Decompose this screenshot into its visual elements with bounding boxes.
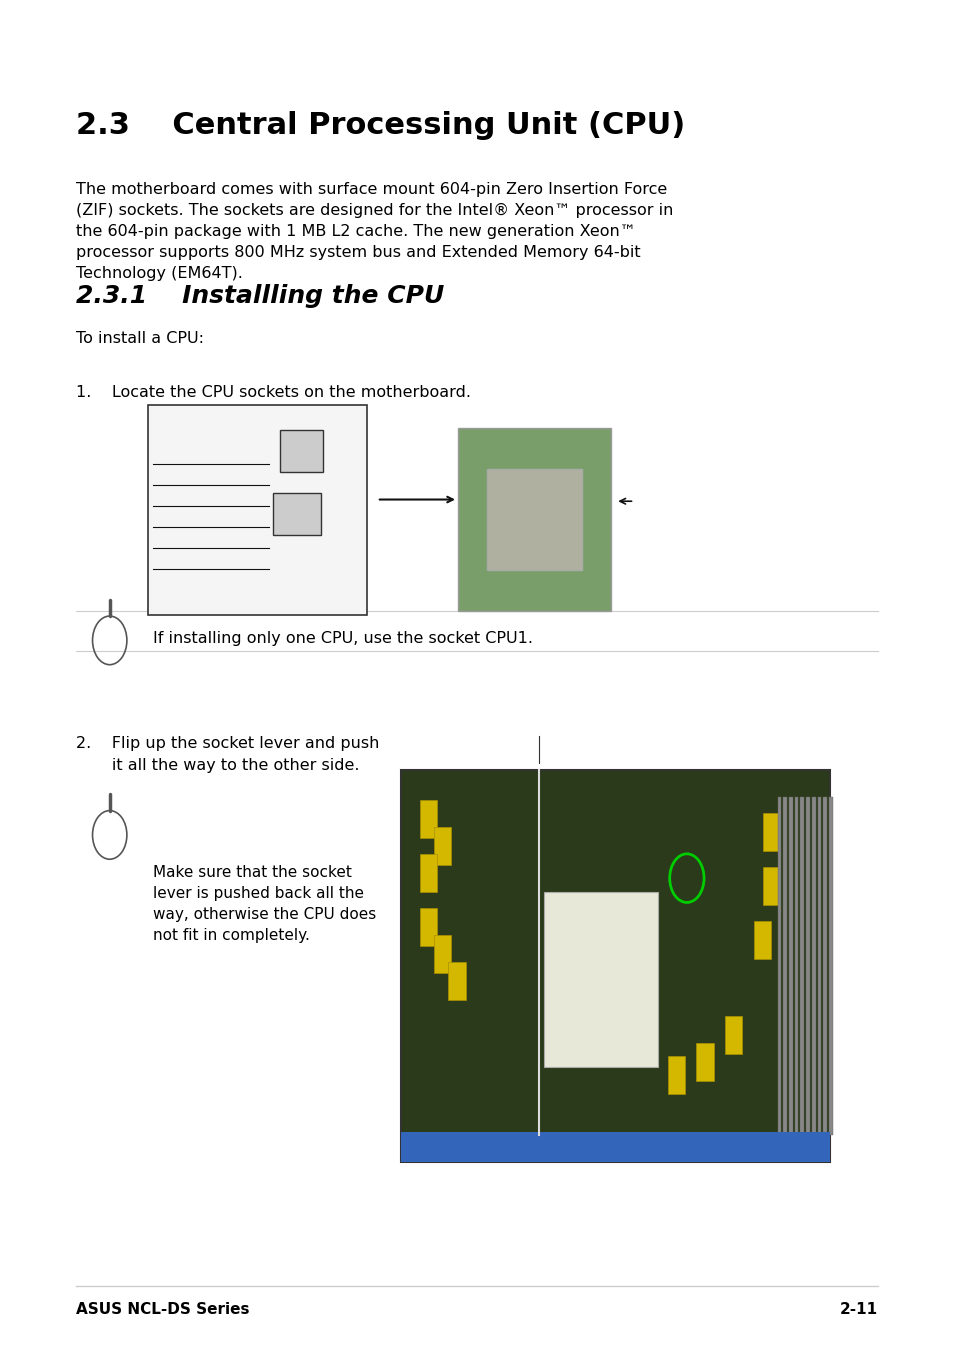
Bar (794, 797, 798, 1135)
Text: The motherboard comes with surface mount 604-pin Zero Insertion Force
(ZIF) sock: The motherboard comes with surface mount… (76, 182, 673, 281)
Bar (457, 428, 610, 611)
Bar (762, 813, 780, 851)
Bar (788, 797, 792, 1135)
Text: If installing only one CPU, use the socket CPU1.: If installing only one CPU, use the sock… (152, 631, 532, 646)
Bar (753, 921, 770, 959)
Text: 1.    Locate the CPU sockets on the motherboard.: 1. Locate the CPU sockets on the motherb… (76, 385, 471, 400)
Bar (696, 1043, 713, 1081)
Bar (822, 797, 826, 1135)
Bar (434, 827, 451, 865)
Bar (800, 797, 803, 1135)
Text: 2.3    Central Processing Unit (CPU): 2.3 Central Processing Unit (CPU) (76, 111, 685, 139)
Bar (448, 962, 465, 1000)
Text: To install a CPU:: To install a CPU: (76, 331, 204, 346)
Bar (486, 469, 581, 570)
Bar (667, 1056, 684, 1094)
Bar (279, 431, 323, 473)
Bar (419, 854, 436, 892)
Bar (273, 493, 321, 535)
Bar (811, 797, 815, 1135)
Text: ASUS NCL-DS Series: ASUS NCL-DS Series (76, 1302, 250, 1317)
Bar (543, 892, 658, 1067)
Bar (434, 935, 451, 973)
Bar (828, 797, 832, 1135)
Bar (724, 1016, 741, 1054)
Bar (419, 800, 436, 838)
Bar (400, 770, 829, 1162)
Bar (762, 867, 780, 905)
Bar (419, 908, 436, 946)
Text: 2.3.1    Installling the CPU: 2.3.1 Installling the CPU (76, 284, 444, 308)
Bar (777, 797, 781, 1135)
Text: 2.    Flip up the socket lever and push
       it all the way to the other side.: 2. Flip up the socket lever and push it … (76, 736, 379, 774)
Text: 2-11: 2-11 (839, 1302, 877, 1317)
Text: Make sure that the socket
lever is pushed back all the
way, otherwise the CPU do: Make sure that the socket lever is pushe… (152, 865, 375, 943)
Bar (782, 797, 786, 1135)
Bar (400, 1132, 829, 1162)
Bar (805, 797, 809, 1135)
Bar (817, 797, 821, 1135)
Bar (148, 405, 367, 615)
